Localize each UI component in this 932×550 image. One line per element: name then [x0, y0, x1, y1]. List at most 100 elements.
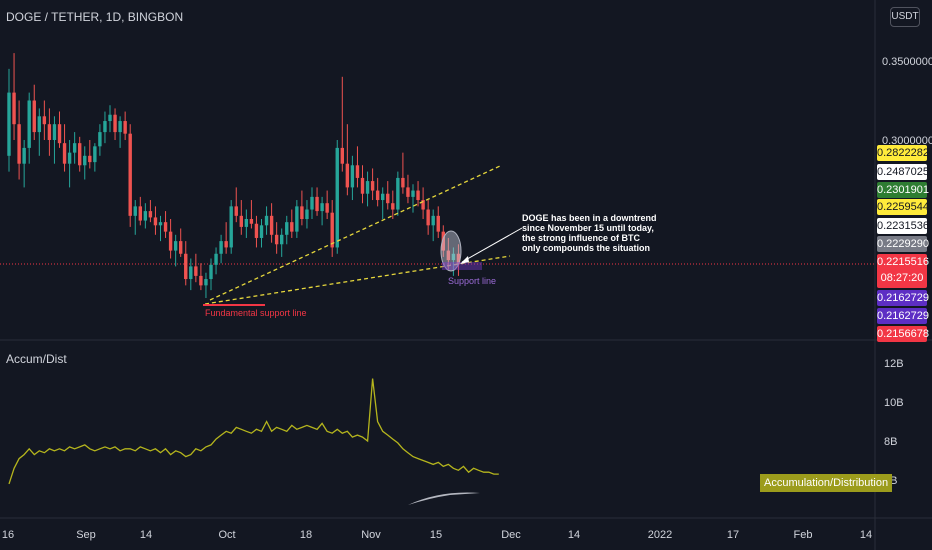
time-tick-label: 15 — [430, 529, 442, 541]
candle — [264, 206, 269, 235]
candle-body — [22, 147, 26, 164]
candle-body — [209, 264, 213, 280]
candle — [47, 108, 52, 156]
candle-body — [234, 206, 238, 216]
candle — [340, 76, 344, 172]
time-tick-label: 14 — [860, 529, 872, 541]
price-pill: 0.2487025 — [877, 164, 929, 180]
candle-body — [12, 92, 16, 125]
candle — [421, 187, 425, 219]
candle-body — [285, 222, 289, 235]
candle-body — [370, 181, 375, 191]
annotation-arrowhead — [460, 256, 469, 264]
support-line-label[interactable]: Support line — [448, 276, 497, 286]
candle — [259, 219, 264, 248]
time-tick-label: 18 — [300, 529, 312, 541]
candle-body — [153, 217, 158, 226]
candle-body — [37, 116, 41, 133]
candle — [98, 124, 102, 156]
trendline-drawings[interactable] — [203, 165, 523, 306]
candle — [7, 68, 11, 172]
candle — [113, 108, 117, 140]
candle — [446, 237, 451, 270]
candlestick-series[interactable] — [7, 53, 461, 298]
candle — [72, 132, 77, 164]
fundamental-support-label[interactable]: Fundamental support line — [205, 308, 307, 318]
axes: 0.35000000.300000012B10B8B6B16Sep14Oct18… — [2, 56, 932, 541]
price-pill: 0.2156678 — [877, 326, 929, 342]
indicator-tick-label: 8B — [884, 436, 897, 448]
price-pill: 0.2231536 — [877, 218, 929, 234]
price-tick-label: 0.3000000 — [882, 135, 932, 147]
candle-body — [295, 206, 299, 232]
annotation-note[interactable]: DOGE has been in a downtrend since Novem… — [522, 213, 657, 253]
candle-body — [269, 215, 274, 235]
candle — [184, 241, 188, 286]
candle-body — [264, 215, 269, 226]
countdown-label: 08:27:20 — [880, 272, 924, 284]
candle — [78, 136, 82, 172]
candle-body — [305, 209, 309, 219]
candle-body — [451, 253, 456, 261]
candle-body — [42, 116, 47, 125]
candle — [138, 196, 142, 226]
candle — [17, 100, 21, 180]
candle — [396, 171, 400, 216]
symbol-title[interactable]: DOGE / TETHER, 1D, BINGBON — [6, 10, 184, 24]
candle-body — [128, 133, 132, 216]
candle-body — [7, 92, 11, 156]
candle-body — [360, 177, 365, 194]
candle-body — [396, 177, 400, 210]
candle-body — [168, 231, 173, 251]
candle — [239, 200, 243, 235]
candle-body — [67, 152, 72, 164]
upper-trendline — [209, 165, 501, 301]
candle — [355, 146, 360, 188]
currency-button[interactable]: USDT — [890, 7, 920, 27]
candle — [350, 155, 355, 201]
candle-body — [32, 100, 36, 133]
candle-body — [386, 193, 390, 204]
indicator-title[interactable]: Accum/Dist — [6, 352, 67, 366]
candle — [305, 200, 309, 229]
candle-body — [456, 253, 461, 264]
candle-body — [401, 177, 405, 188]
annotation-arrow — [461, 227, 523, 263]
candle — [163, 211, 168, 238]
candle — [229, 200, 233, 254]
highlight-ellipse — [440, 230, 462, 272]
candle-body — [254, 223, 259, 238]
candle-body — [259, 225, 264, 238]
time-tick-label: Sep — [76, 529, 96, 541]
candle — [168, 219, 173, 259]
candle — [300, 190, 304, 226]
price-pill: 0.2822282 — [877, 145, 929, 161]
candle-body — [219, 241, 223, 254]
candle — [360, 165, 365, 204]
candle-body — [335, 147, 339, 248]
accum-dist-line — [8, 378, 499, 485]
candle — [249, 200, 254, 229]
time-tick-label: Nov — [361, 529, 381, 541]
time-tick-label: 2022 — [648, 529, 672, 541]
candle — [123, 111, 127, 140]
candle-body — [184, 253, 188, 280]
candle-body — [446, 250, 451, 261]
candle — [108, 105, 112, 133]
candle-body — [365, 181, 370, 194]
candle — [199, 263, 203, 291]
candle — [22, 140, 26, 188]
time-tick-label: 17 — [727, 529, 739, 541]
candle-body — [290, 222, 294, 232]
candle-body — [391, 203, 395, 210]
candle — [365, 171, 370, 207]
candle — [274, 222, 279, 254]
time-tick-label: Feb — [794, 529, 813, 541]
candle-body — [158, 222, 163, 226]
candle-body — [310, 196, 314, 210]
candle — [204, 272, 208, 298]
candle-body — [315, 196, 319, 212]
candle-body — [204, 279, 208, 286]
